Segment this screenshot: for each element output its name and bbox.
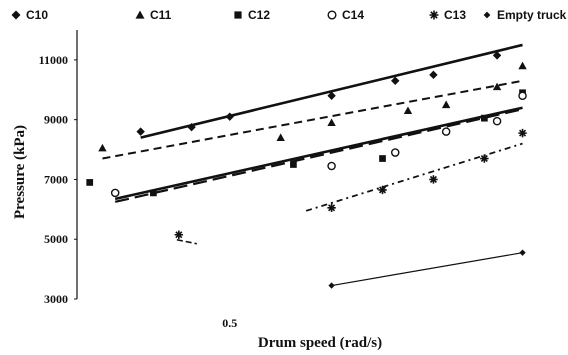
data-point-c12 <box>86 179 94 186</box>
data-point-empty-truck <box>519 249 526 256</box>
data-point-c10 <box>136 127 145 136</box>
x-tick-label: 0.5 <box>222 316 237 330</box>
trend-line-c14 <box>114 106 523 201</box>
data-point-c11 <box>441 100 451 109</box>
data-point-c10 <box>225 112 234 121</box>
data-point-c11 <box>98 143 107 152</box>
data-point-c11 <box>276 133 285 141</box>
data-point-c13 <box>174 230 184 239</box>
trend-line-c10 <box>140 43 523 139</box>
legend: C10 C11 C12 C14 C13 Empty truck <box>11 8 567 22</box>
data-point-c11 <box>327 118 336 127</box>
data-point-c10 <box>391 76 400 86</box>
data-point-c11 <box>518 61 527 70</box>
data-point-c13 <box>378 185 387 195</box>
trend-line-c13 <box>305 142 523 212</box>
legend-marker-c11 <box>135 10 145 19</box>
data-point-c14 <box>492 116 502 126</box>
data-point-c14 <box>110 188 120 198</box>
data-point-c13 <box>480 154 489 163</box>
trend-fragment-c13 <box>176 238 197 245</box>
legend-label-c10: C10 <box>26 8 48 22</box>
x-axis-title: Drum speed (rad/s) <box>258 335 382 351</box>
legend-label-c13: C13 <box>444 8 466 22</box>
data-point-c10 <box>492 51 502 60</box>
data-point-empty-truck <box>328 282 335 289</box>
data-point-c14 <box>518 91 527 101</box>
data-point-c13 <box>518 128 527 138</box>
legend-marker-empty-truck <box>483 11 491 19</box>
data-point-c11 <box>403 106 413 115</box>
data-point-c14 <box>441 127 451 136</box>
data-point-c14 <box>390 148 400 157</box>
legend-label-c12: C12 <box>248 8 270 22</box>
data-point-c13 <box>327 203 336 213</box>
y-tick-label: 3000 <box>44 292 68 306</box>
legend-label-empty-truck: Empty truck <box>497 8 567 22</box>
data-point-c14 <box>327 161 336 171</box>
trend-lines <box>102 43 523 287</box>
trend-line-c12 <box>114 108 523 203</box>
legend-marker-c13 <box>429 10 439 20</box>
y-tick-label: 7000 <box>44 172 68 186</box>
trend-line-c11 <box>102 79 523 160</box>
y-axis-title: Pressure (kPa) <box>12 125 28 219</box>
legend-marker-c14 <box>327 10 337 20</box>
data-point-c11 <box>492 82 502 91</box>
legend-marker-c12 <box>234 11 242 19</box>
data-point-c12 <box>379 155 386 162</box>
y-tick-label: 9000 <box>44 113 68 127</box>
y-tick-labels: 11000 9000 7000 5000 3000 <box>39 53 77 306</box>
legend-marker-c10 <box>11 10 21 20</box>
data-point-c10 <box>187 122 196 132</box>
trend-line-empty-truck <box>331 252 523 287</box>
x-tick-labels: 0.5 <box>222 316 237 330</box>
data-points <box>86 51 527 289</box>
data-point-c10 <box>327 91 336 100</box>
y-tick-label: 5000 <box>44 232 68 246</box>
legend-label-c11: C11 <box>150 8 172 22</box>
legend-label-c14: C14 <box>342 8 364 22</box>
data-point-c12 <box>480 114 488 122</box>
y-tick-label: 11000 <box>39 53 68 67</box>
data-point-c12 <box>150 189 157 197</box>
data-point-c13 <box>429 175 438 184</box>
data-point-c12 <box>290 161 297 168</box>
data-point-c10 <box>429 70 438 80</box>
